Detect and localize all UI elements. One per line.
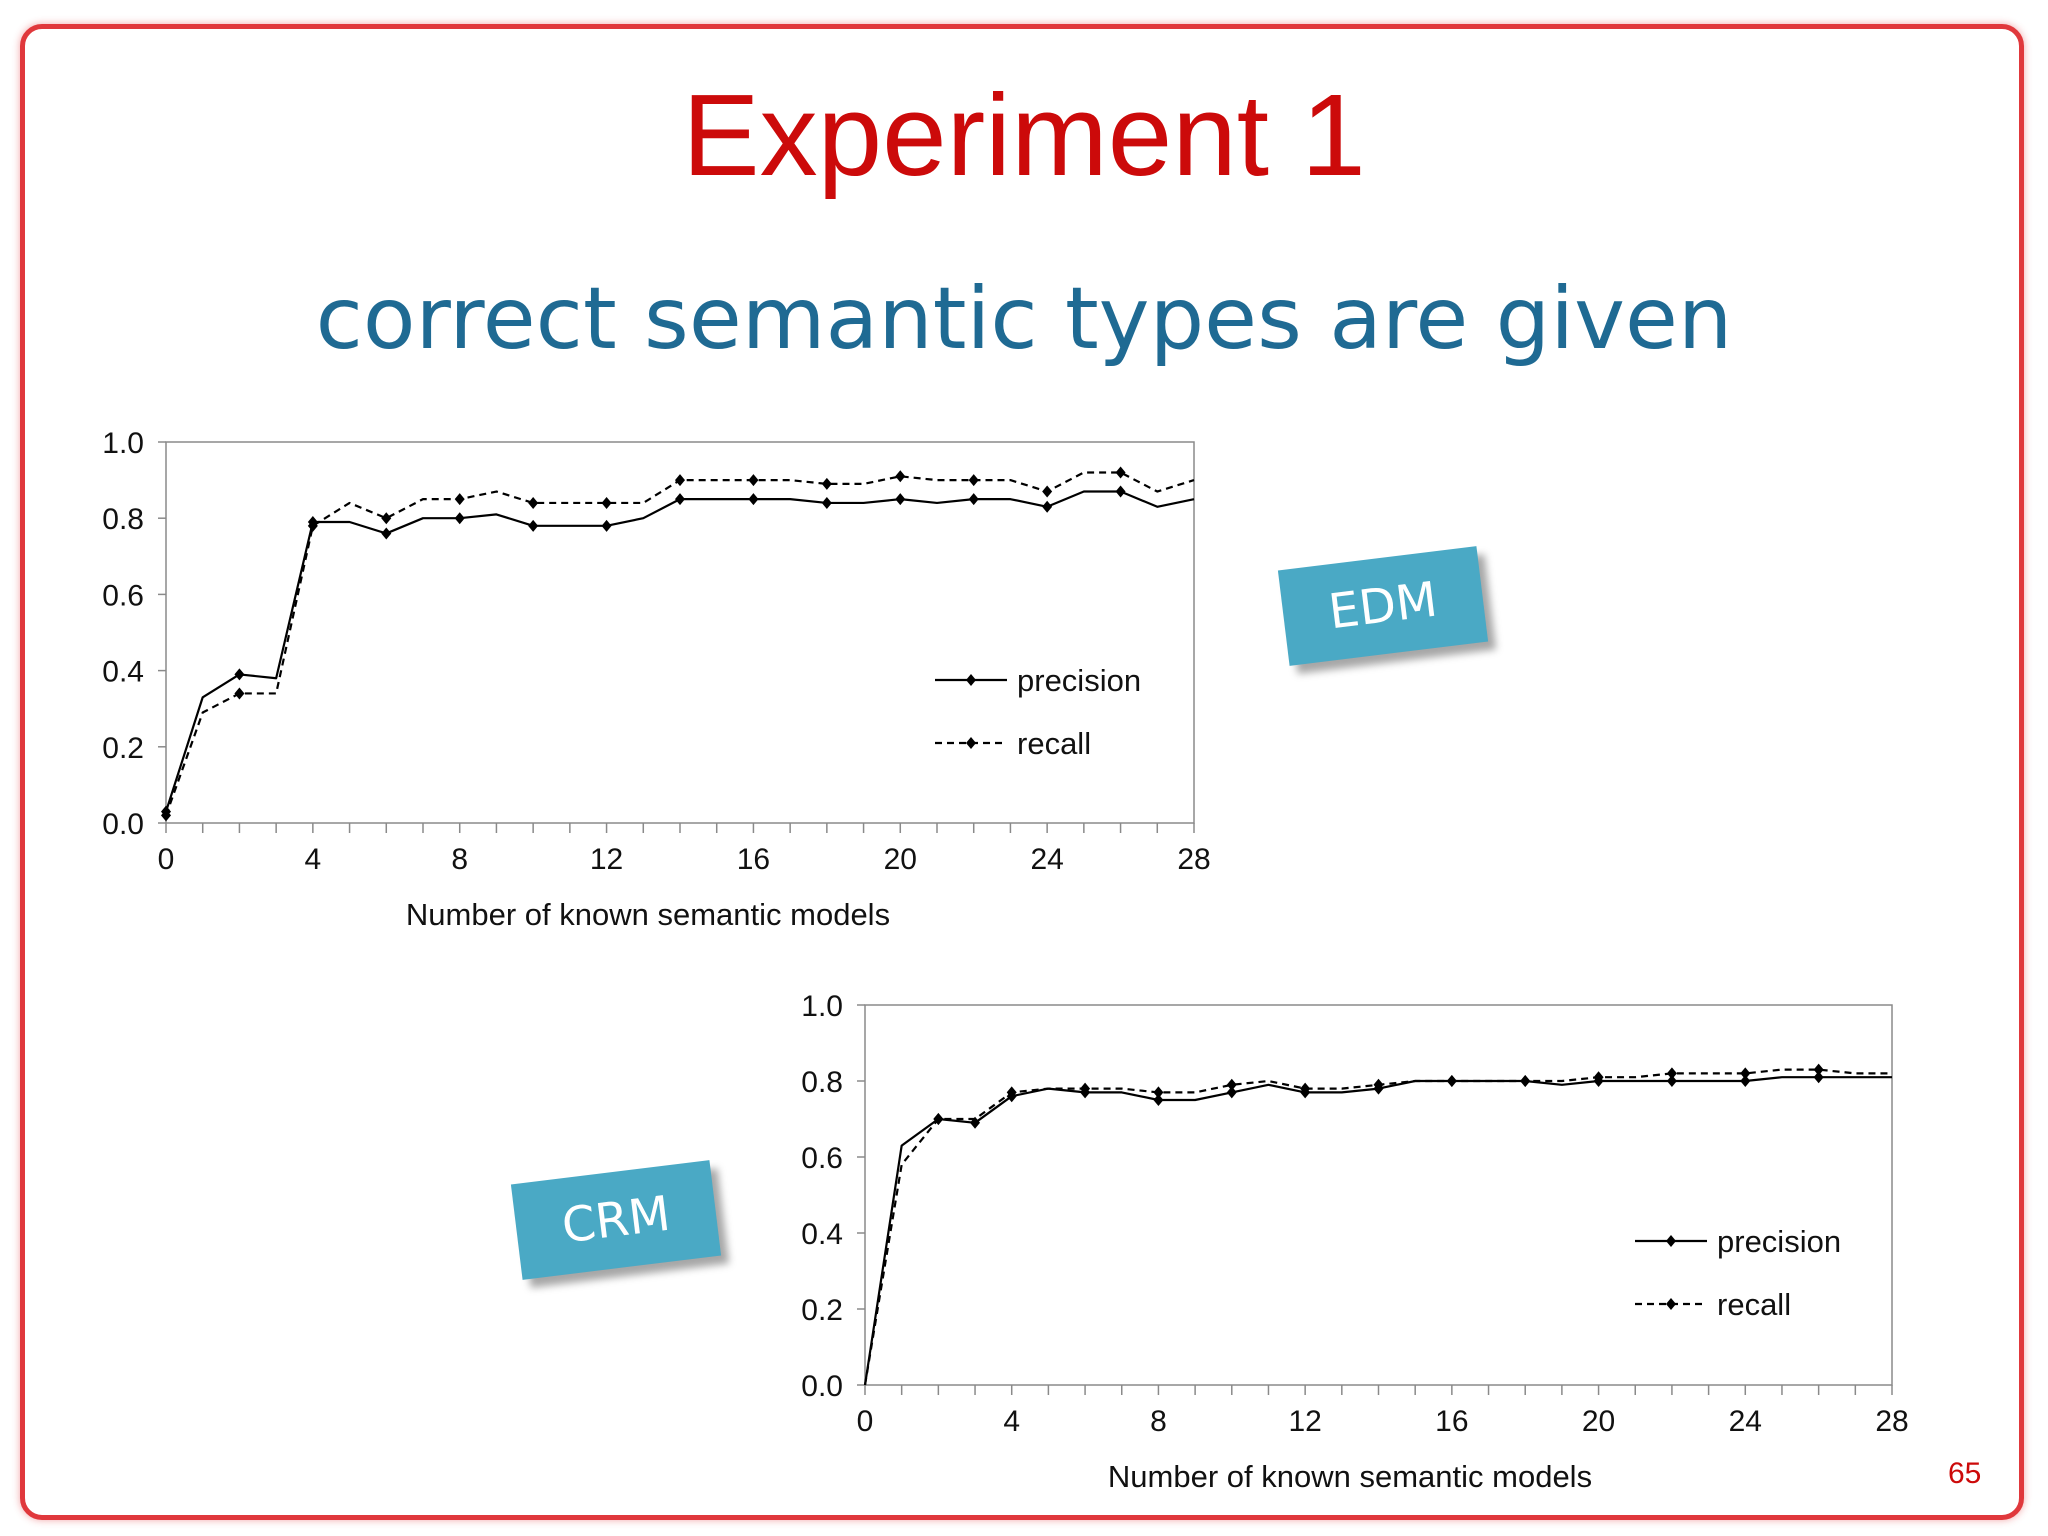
x-tick-label: 12 bbox=[590, 843, 623, 876]
x-tick-label: 24 bbox=[1729, 1405, 1762, 1438]
data-point-recall bbox=[1740, 1067, 1751, 1080]
y-tick-label: 0.8 bbox=[801, 1066, 843, 1099]
plot-area bbox=[864, 1004, 1893, 1386]
y-tick-label: 0.2 bbox=[801, 1294, 843, 1327]
data-point-recall bbox=[1080, 1082, 1091, 1095]
data-point-recall bbox=[381, 512, 392, 525]
data-point-precision bbox=[454, 512, 465, 525]
data-point-recall bbox=[1226, 1078, 1237, 1091]
series-line-recall bbox=[164, 471, 1195, 816]
data-point-recall bbox=[933, 1113, 944, 1125]
x-tick-label: 20 bbox=[1582, 1405, 1615, 1438]
x-tick-label: 16 bbox=[1435, 1405, 1468, 1438]
y-tick-label: 0.4 bbox=[801, 1218, 843, 1251]
data-point-precision bbox=[528, 519, 539, 532]
data-point-recall bbox=[454, 493, 465, 506]
legend-label-recall: recall bbox=[1717, 1287, 1791, 1322]
x-tick-label: 8 bbox=[1150, 1405, 1167, 1438]
y-tick-label: 0.6 bbox=[102, 579, 144, 612]
y-tick-label: 0.6 bbox=[801, 1142, 843, 1175]
data-point-recall bbox=[1593, 1071, 1604, 1084]
data-point-recall bbox=[601, 496, 612, 509]
data-point-recall bbox=[1042, 485, 1053, 498]
data-point-recall bbox=[1153, 1086, 1164, 1099]
data-point-recall bbox=[748, 474, 759, 487]
data-point-recall bbox=[675, 474, 685, 487]
legend-marker-precision bbox=[966, 674, 976, 686]
x-tick-label: 4 bbox=[1003, 1405, 1020, 1438]
y-tick-label: 0.2 bbox=[102, 732, 144, 765]
data-point-recall bbox=[1373, 1078, 1384, 1091]
data-point-recall bbox=[1006, 1086, 1017, 1099]
data-point-precision bbox=[821, 496, 832, 509]
x-tick-label: 24 bbox=[1030, 843, 1063, 876]
slide-subtitle: correct semantic types are given bbox=[315, 269, 1733, 369]
x-tick-label: 16 bbox=[737, 843, 770, 876]
legend-marker-recall bbox=[966, 737, 976, 749]
legend-label-precision: precision bbox=[1017, 663, 1141, 698]
crm-chart: 0 4 8 12 16 20 24 28 0.0 0.2 0.4 0.6 0.8 1.0 Number of… bbox=[801, 990, 1908, 1494]
slide-frame bbox=[20, 24, 2024, 1520]
data-point-precision bbox=[381, 527, 392, 540]
data-point-recall bbox=[307, 519, 318, 532]
x-tick-label: 20 bbox=[884, 843, 917, 876]
data-point-recall bbox=[1446, 1075, 1457, 1087]
data-point-precision bbox=[601, 519, 612, 532]
x-tick-label: 28 bbox=[1177, 843, 1210, 876]
data-point-recall bbox=[1300, 1082, 1311, 1095]
data-point-precision bbox=[1813, 1071, 1824, 1084]
x-tick-label: 12 bbox=[1288, 1405, 1321, 1438]
data-point-precision bbox=[234, 668, 245, 681]
legend-label-recall: recall bbox=[1017, 726, 1091, 761]
legend-marker-recall bbox=[1666, 1298, 1676, 1310]
edm-chart: 0 4 8 12 16 20 24 28 0.0 0.2 0.4 0.6 0.8 1.0 Number of… bbox=[102, 427, 1210, 932]
y-tick-label: 0.4 bbox=[102, 656, 144, 689]
y-tick-label: 0.0 bbox=[801, 1370, 843, 1403]
y-tick-label: 1.0 bbox=[801, 990, 843, 1023]
page-number: 65 bbox=[1948, 1457, 1982, 1490]
data-point-precision bbox=[1740, 1075, 1751, 1087]
y-tick-label: 0.8 bbox=[102, 503, 144, 536]
data-point-recall bbox=[821, 477, 832, 490]
x-tick-label: 4 bbox=[305, 843, 322, 876]
x-axis-title: Number of known semantic models bbox=[406, 897, 890, 932]
data-point-precision bbox=[1115, 485, 1126, 498]
data-point-precision bbox=[1042, 500, 1053, 513]
data-point-recall bbox=[161, 809, 171, 822]
data-point-precision bbox=[895, 493, 906, 506]
data-point-recall bbox=[234, 687, 245, 700]
y-tick-label: 1.0 bbox=[102, 427, 144, 460]
legend-marker-precision bbox=[1666, 1235, 1676, 1247]
data-point-recall bbox=[1115, 466, 1126, 479]
x-tick-label: 0 bbox=[857, 1405, 874, 1438]
data-point-precision bbox=[1153, 1094, 1164, 1106]
y-tick-label: 0.0 bbox=[102, 808, 144, 841]
data-point-recall bbox=[1520, 1075, 1531, 1087]
data-point-recall bbox=[968, 474, 979, 487]
data-point-recall bbox=[1666, 1067, 1677, 1080]
data-point-precision bbox=[748, 493, 759, 506]
series-line-precision bbox=[164, 490, 1195, 812]
x-axis-title: Number of known semantic models bbox=[1108, 1459, 1592, 1494]
x-tick-label: 0 bbox=[158, 843, 175, 876]
data-point-precision bbox=[675, 493, 685, 506]
data-point-recall bbox=[895, 470, 906, 483]
x-tick-label: 28 bbox=[1875, 1405, 1908, 1438]
x-tick-label: 8 bbox=[451, 843, 468, 876]
legend-label-precision: precision bbox=[1717, 1224, 1841, 1259]
data-point-precision bbox=[1226, 1086, 1237, 1099]
data-point-precision bbox=[968, 493, 979, 506]
data-point-recall bbox=[1813, 1063, 1824, 1076]
data-point-recall bbox=[528, 496, 539, 509]
slide-title: Experiment 1 bbox=[682, 70, 1366, 200]
data-point-precision bbox=[1666, 1075, 1677, 1087]
